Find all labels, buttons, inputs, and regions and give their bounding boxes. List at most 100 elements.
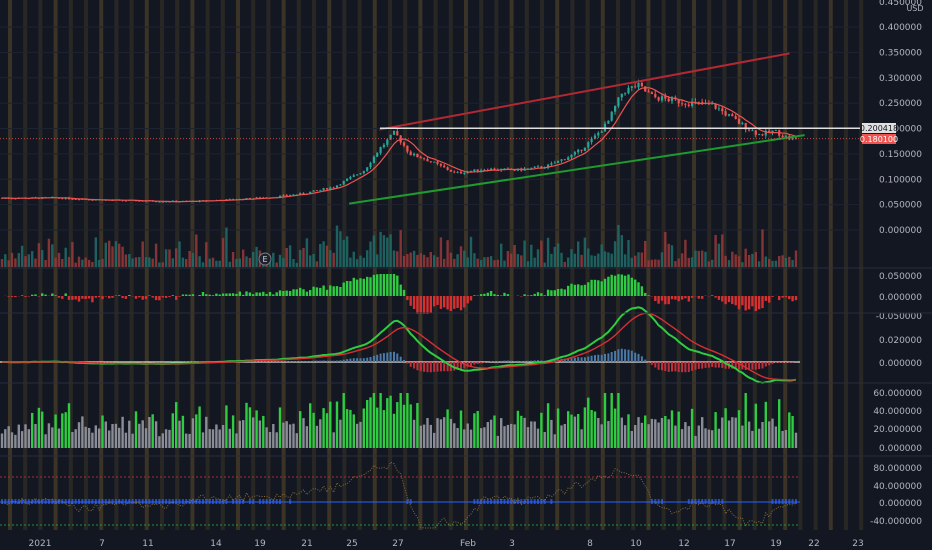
- osc3-bar: [104, 421, 107, 448]
- osc2-hist-bar: [342, 359, 345, 362]
- volume-bar: [268, 262, 272, 267]
- time-tick-label: 25: [346, 539, 357, 549]
- volume-bar: [513, 245, 516, 267]
- candle-body: [443, 165, 446, 168]
- volume-bar: [141, 241, 144, 267]
- event-marker[interactable]: E: [258, 252, 272, 266]
- volume-bar: [794, 250, 798, 267]
- osc3-bar: [469, 429, 473, 448]
- osc3-bar: [409, 404, 412, 448]
- candle-body: [654, 94, 657, 98]
- osc3-bar: [339, 419, 342, 448]
- trendlines[interactable]: [0, 52, 860, 205]
- osc2-hist-bar: [516, 360, 519, 362]
- osc2-hist-bar: [423, 362, 426, 372]
- osc1-bar: [724, 296, 727, 305]
- osc1-bar: [613, 275, 617, 296]
- osc1-bar: [178, 296, 181, 297]
- osc1-bar: [583, 284, 587, 296]
- stripe: [813, 0, 818, 530]
- volume-bar: [392, 250, 396, 267]
- osc1-bar: [181, 294, 185, 296]
- osc1-bar: [31, 294, 34, 296]
- osc1-bar: [389, 274, 392, 296]
- volume-bar: [721, 234, 724, 267]
- osc1-bar: [794, 296, 798, 301]
- osc1-bar: [188, 294, 191, 296]
- osc3-bar: [473, 413, 476, 448]
- osc4-block: [409, 499, 412, 504]
- osc1-bar: [205, 294, 208, 296]
- osc1-bar: [660, 296, 664, 301]
- volume-bar: [325, 245, 329, 267]
- candle-body: [717, 108, 720, 110]
- volume-bar: [650, 259, 654, 267]
- candle-body: [480, 170, 483, 172]
- candle-body: [764, 130, 767, 136]
- candle-body: [289, 195, 292, 196]
- volume-bar: [396, 251, 399, 267]
- osc2-hist-bar: [520, 361, 523, 362]
- osc2-hist-bar: [731, 362, 734, 369]
- ma-line: [2, 87, 797, 203]
- osc1-bar: [764, 296, 767, 301]
- stripe: [433, 0, 438, 530]
- osc3-bar: [74, 429, 77, 448]
- volume-bar: [27, 254, 30, 267]
- osc2-hist-bar: [336, 360, 338, 362]
- osc4-block: [165, 499, 168, 504]
- osc2-hist-bar: [533, 360, 536, 362]
- osc1-bar: [483, 293, 486, 296]
- osc4-block: [178, 499, 181, 504]
- osc4-block: [506, 499, 509, 504]
- time-axis[interactable]: 2021 7 11 14 19 21 25 27 Feb 3 8 10 12 17 19 22 23: [29, 539, 864, 549]
- volume-bar: [459, 246, 463, 267]
- osc4-block: [118, 499, 121, 504]
- osc1-bar: [228, 293, 231, 296]
- osc1-bar: [721, 296, 724, 302]
- price-axis[interactable]: USD 0.400000 0.350000 0.300000 0.250000 0.20…: [879, 0, 924, 236]
- volume-bar: [154, 243, 158, 267]
- candle-body: [580, 149, 583, 151]
- volume-bar: [288, 245, 292, 267]
- osc4-block: [171, 499, 174, 504]
- volume-bar: [349, 257, 352, 267]
- osc3-bar: [376, 407, 379, 448]
- osc1-bar: [242, 294, 245, 296]
- candle-body: [349, 176, 352, 179]
- osc1-bar: [168, 296, 171, 298]
- osc2-hist-bar: [299, 361, 302, 362]
- osc1-bar: [272, 294, 275, 296]
- volume-bar: [44, 260, 47, 267]
- osc3-bar: [325, 413, 329, 448]
- osc3-bar: [610, 393, 613, 448]
- osc3-bar: [422, 424, 426, 448]
- price-tick-label: 0.200000: [879, 125, 922, 135]
- volume-bar: [299, 249, 302, 267]
- osc1-bar: [295, 289, 298, 296]
- volume-bar: [654, 259, 657, 267]
- osc1-bar: [134, 296, 138, 299]
- osc2-hist-bar: [597, 354, 600, 362]
- candle-body: [573, 152, 576, 155]
- price-tick-label: 0.300000: [879, 74, 922, 84]
- osc4-block: [661, 499, 663, 504]
- osc3-bar: [392, 413, 396, 448]
- candle-body: [737, 119, 741, 124]
- osc1-bar: [593, 279, 597, 296]
- osc3-bar: [449, 418, 453, 448]
- price-tick-label: 0.350000: [879, 48, 922, 58]
- osc2-hist-bar: [761, 362, 764, 369]
- candle-body: [329, 187, 332, 190]
- osc2-hist-bar: [292, 361, 295, 362]
- price-tick-label: 0.050000: [879, 201, 922, 211]
- osc1-bar: [737, 296, 741, 310]
- osc1-bar: [94, 296, 97, 298]
- candle-body: [624, 93, 627, 95]
- osc4-block: [500, 499, 503, 504]
- candle-body: [513, 169, 516, 171]
- osc4-block: [510, 499, 513, 504]
- osc1-bar: [208, 294, 211, 296]
- osc1-bar: [61, 296, 64, 299]
